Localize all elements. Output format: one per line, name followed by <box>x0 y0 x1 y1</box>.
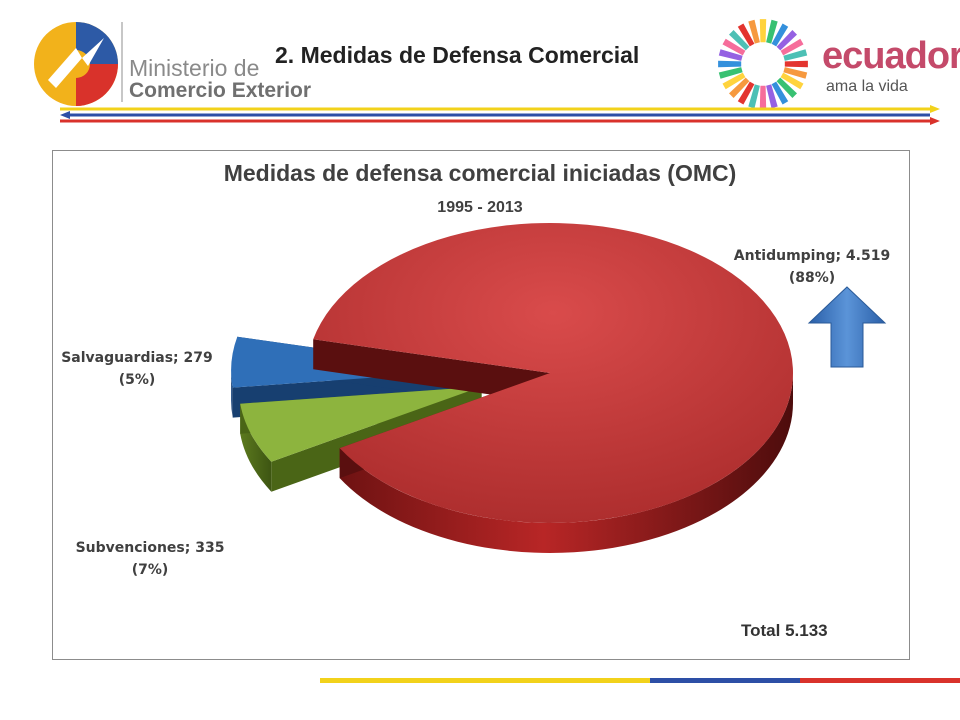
data-label-subvenciones: Subvenciones; 335 (7%) <box>75 540 225 578</box>
slide-title: 2. Medidas de Defensa Comercial <box>275 42 640 68</box>
logo-divider <box>121 22 123 102</box>
brand-name: ecuador <box>822 35 960 77</box>
ministry-name: Ministerio de <box>129 55 260 81</box>
header-flag-lines <box>60 105 940 125</box>
pie-slice-wall-subvenciones <box>240 403 272 492</box>
data-label-salvaguardias: Salvaguardias; 279 (5%) <box>61 350 213 388</box>
pie-slice-top-antidumping <box>313 222 794 523</box>
up-arrow-icon <box>807 286 887 368</box>
pie-slice-wall-antidumping <box>339 373 793 553</box>
pie-slice-antidumping <box>313 222 794 553</box>
pie-slice-cut-antidumping <box>313 339 550 403</box>
brand-tagline: ama la vida <box>826 78 908 95</box>
footer-flag-lines <box>320 678 960 683</box>
ministry-logo-icon <box>34 22 118 106</box>
pie-slice-wall-salvaguardias <box>231 370 233 418</box>
chart-subtitle: 1995 - 2013 <box>437 199 523 216</box>
chart-title: Medidas de defensa comercial iniciadas (… <box>223 160 737 186</box>
data-label-antidumping: Antidumping; 4.519 (88%) <box>733 248 891 286</box>
ecuador-sun-logo-icon <box>718 19 808 109</box>
ministry-subtitle: Comercio Exterior <box>129 79 312 102</box>
pie-slice-top-subvenciones <box>240 386 482 462</box>
total-label: Total 5.133 <box>741 621 828 640</box>
